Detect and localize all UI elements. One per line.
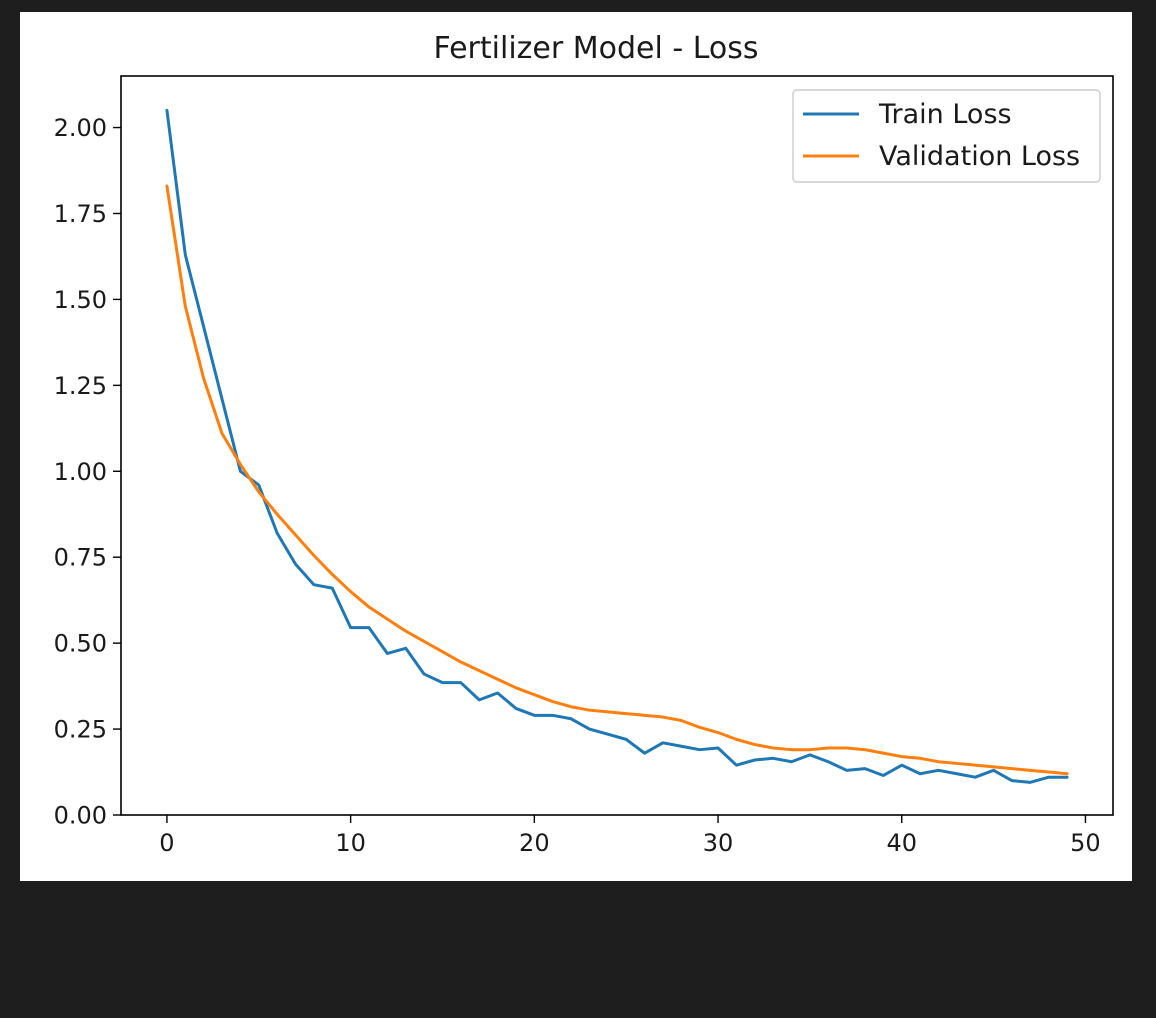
series-line-validation-loss: [165, 184, 1069, 776]
y-tick-label: 0.00: [54, 802, 107, 830]
axes-frame: [120, 75, 1114, 816]
y-tick-label: 0.75: [54, 544, 107, 572]
y-tick-label: 1.50: [54, 286, 107, 314]
y-tick-label: 2.00: [54, 114, 107, 142]
x-tick-label: 40: [886, 829, 917, 857]
chart-title: Fertilizer Model - Loss: [433, 31, 758, 66]
console-output: Fertilizer Model Accuracy on Training Se…: [5, 944, 1145, 1018]
y-tick-label: 1.00: [54, 458, 107, 486]
x-tick-label: 50: [1070, 829, 1101, 857]
legend-label-train: Train Loss: [878, 99, 1012, 130]
x-tick-label: 10: [335, 829, 366, 857]
x-tick-label: 0: [159, 829, 174, 857]
y-tick-label: 1.75: [54, 200, 107, 228]
legend: Train Loss Validation Loss: [792, 89, 1101, 183]
series-line-train-loss: [165, 108, 1069, 784]
x-tick-label: 20: [519, 829, 550, 857]
y-tick-label: 0.25: [54, 716, 107, 744]
loss-chart: Fertilizer Model - Loss 0 10 20 30 40 50 0.00 0…: [54, 31, 1114, 857]
legend-box: [792, 89, 1101, 183]
y-tick-label: 1.25: [54, 372, 107, 400]
legend-label-validation: Validation Loss: [879, 141, 1080, 172]
y-tick-label: 0.50: [54, 630, 107, 658]
chart-figure: Fertilizer Model - Loss 0 10 20 30 40 50 0.00 0…: [20, 12, 1132, 881]
x-tick-label: 30: [703, 829, 734, 857]
